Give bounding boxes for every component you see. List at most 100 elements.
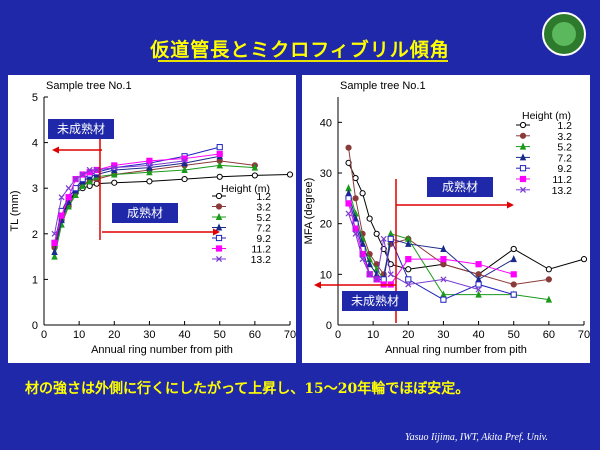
data-point [510, 271, 517, 278]
credit-text: Yasuo Iijima, IWT, Akita Pref. Univ. [405, 432, 548, 443]
data-point [380, 276, 387, 283]
data-point [93, 166, 100, 173]
data-point [72, 185, 79, 192]
data-point [51, 252, 58, 260]
x-tick-label: 30 [437, 329, 449, 341]
data-point [352, 230, 359, 237]
chart-title: Sample tree No.1 [340, 80, 426, 92]
data-point [475, 275, 482, 283]
data-point [216, 144, 223, 151]
data-point [440, 296, 447, 303]
title-underline [158, 60, 448, 62]
annotation-label: 未成熟材 [57, 121, 105, 136]
annotation-box [342, 291, 408, 311]
data-point [405, 239, 412, 247]
legend-label: 9.2 [256, 233, 271, 245]
arrow-head [213, 228, 220, 236]
data-point [181, 165, 188, 173]
data-point [345, 200, 352, 207]
x-tick-label: 0 [41, 329, 47, 341]
x-axis-label: Annual ring number from pith [385, 344, 527, 356]
legend-title: Height (m) [522, 110, 571, 122]
y-tick-label: 5 [32, 92, 38, 104]
arrow-head [314, 281, 321, 289]
y-tick-label: 20 [320, 219, 332, 231]
data-point [216, 161, 223, 169]
data-point [65, 194, 72, 201]
legend-marker [215, 192, 223, 200]
data-point [111, 170, 118, 178]
legend-marker [519, 121, 527, 129]
data-point [545, 295, 553, 303]
legend-marker [215, 212, 223, 221]
series-line [54, 153, 220, 244]
tl-chart: Sample tree No.10 10 20 30 40 50 60 70123450Ann… [9, 80, 296, 356]
data-point [72, 190, 79, 199]
university-logo [542, 12, 586, 56]
data-point [440, 256, 447, 263]
legend-marker [215, 255, 223, 263]
data-point [580, 256, 588, 263]
slide-title: 仮道管長とミクロフィブリル傾角 [150, 39, 450, 61]
legend-title: Height (m) [221, 183, 270, 195]
legend-marker [519, 175, 527, 183]
tl-chart-panel: Sample tree No.1 0 10 20 30 40 50 60 70 1 2 3 4 5 0 Ann… [8, 75, 296, 363]
annotation-box [427, 177, 493, 197]
mfa-chart: Sample tree No.1 0 10 20 30 40 50 60 70 10 20 30 40 0… [303, 80, 590, 356]
data-point [216, 173, 223, 180]
data-point [440, 261, 447, 268]
data-point [181, 175, 188, 183]
data-point [387, 235, 394, 242]
legend-label: 1.2 [256, 191, 271, 203]
annotation-box [48, 119, 114, 139]
data-point [286, 171, 294, 178]
data-point [51, 230, 58, 237]
data-point [405, 266, 412, 273]
data-point [366, 215, 373, 222]
legend-marker [519, 165, 527, 172]
data-point [475, 281, 482, 288]
data-point [545, 276, 552, 283]
data-point [181, 157, 188, 164]
data-point [146, 162, 153, 169]
data-point [373, 230, 380, 237]
legend-marker [215, 223, 223, 231]
data-point [79, 181, 86, 189]
y-tick-label: 40 [320, 117, 332, 129]
data-point [352, 225, 359, 232]
x-tick-label: 50 [214, 329, 226, 341]
legend-label: 13.2 [552, 185, 573, 197]
data-point [146, 178, 153, 185]
data-point [440, 244, 447, 253]
y-tick-label: 3 [32, 183, 38, 195]
legend-marker [215, 234, 223, 242]
legend-label: 11.2 [251, 244, 271, 256]
data-point [86, 177, 93, 185]
data-point [216, 150, 223, 158]
data-point [359, 250, 366, 258]
y-tick-label: 10 [320, 269, 332, 281]
y-axis-label: TL (mm) [9, 190, 21, 231]
data-point [510, 281, 517, 288]
x-tick-label: 10 [367, 329, 379, 341]
legend-marker [519, 153, 527, 161]
y-tick-label: 0 [32, 320, 38, 332]
arrow-head [52, 146, 59, 154]
chart-title: Sample tree No.1 [46, 80, 132, 92]
legend-label: 13.2 [251, 254, 272, 266]
data-point [146, 168, 153, 176]
data-point [510, 255, 517, 263]
data-point [440, 276, 447, 283]
x-tick-label: 50 [508, 329, 520, 341]
x-tick-label: 20 [402, 329, 414, 341]
data-point [475, 286, 482, 293]
x-tick-label: 20 [108, 329, 120, 341]
data-point [345, 144, 352, 151]
data-point [373, 276, 380, 283]
data-point [111, 164, 118, 171]
data-point [251, 163, 259, 171]
y-tick-label: 1 [32, 274, 38, 286]
legend-marker [519, 186, 527, 193]
data-point [51, 239, 58, 247]
